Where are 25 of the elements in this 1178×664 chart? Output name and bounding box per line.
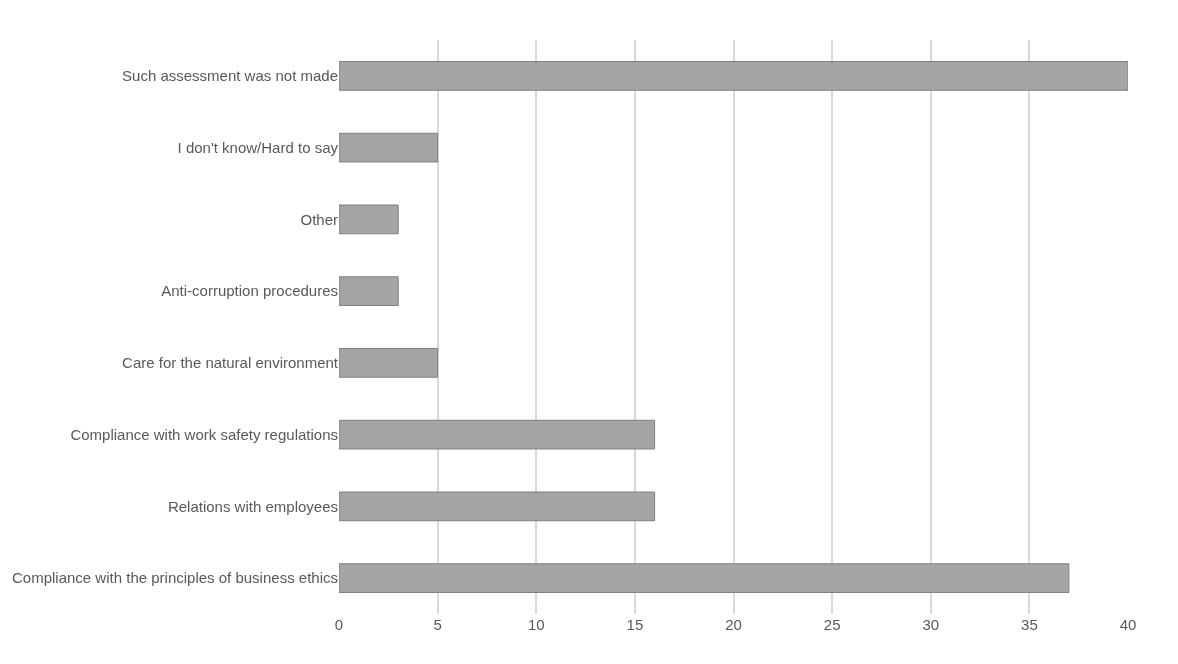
bar bbox=[339, 419, 656, 450]
y-tick-label: Compliance with work safety regulations bbox=[70, 425, 338, 443]
y-tick-label: Other bbox=[300, 210, 338, 228]
bar bbox=[339, 348, 439, 378]
bar bbox=[339, 61, 1128, 91]
x-tick-label: 35 bbox=[1021, 616, 1038, 633]
x-tick-label: 25 bbox=[823, 616, 841, 633]
x-tick-label: 30 bbox=[922, 616, 940, 633]
bar bbox=[339, 204, 399, 235]
y-tick-label: Compliance with the principles of business ethics bbox=[12, 569, 338, 587]
y-tick-label: Such assessment was not made bbox=[122, 67, 338, 85]
bar bbox=[339, 132, 439, 163]
bar bbox=[339, 491, 656, 522]
y-tick-label: Anti-corruption procedures bbox=[161, 282, 338, 300]
x-tick-label: 0 bbox=[334, 616, 344, 633]
y-tick-label: Relations with employees bbox=[167, 497, 338, 515]
x-tick-label: 5 bbox=[433, 616, 442, 633]
bar bbox=[339, 276, 399, 306]
bar bbox=[339, 563, 1070, 593]
x-tick-label: 15 bbox=[626, 616, 644, 633]
x-tick-label: 40 bbox=[1119, 616, 1137, 633]
x-tick-label: 10 bbox=[527, 616, 545, 633]
y-tick-label: I don't know/Hard to say bbox=[177, 138, 339, 156]
y-tick-label: Care for the natural environment bbox=[122, 354, 339, 372]
x-tick-label: 20 bbox=[725, 616, 742, 633]
